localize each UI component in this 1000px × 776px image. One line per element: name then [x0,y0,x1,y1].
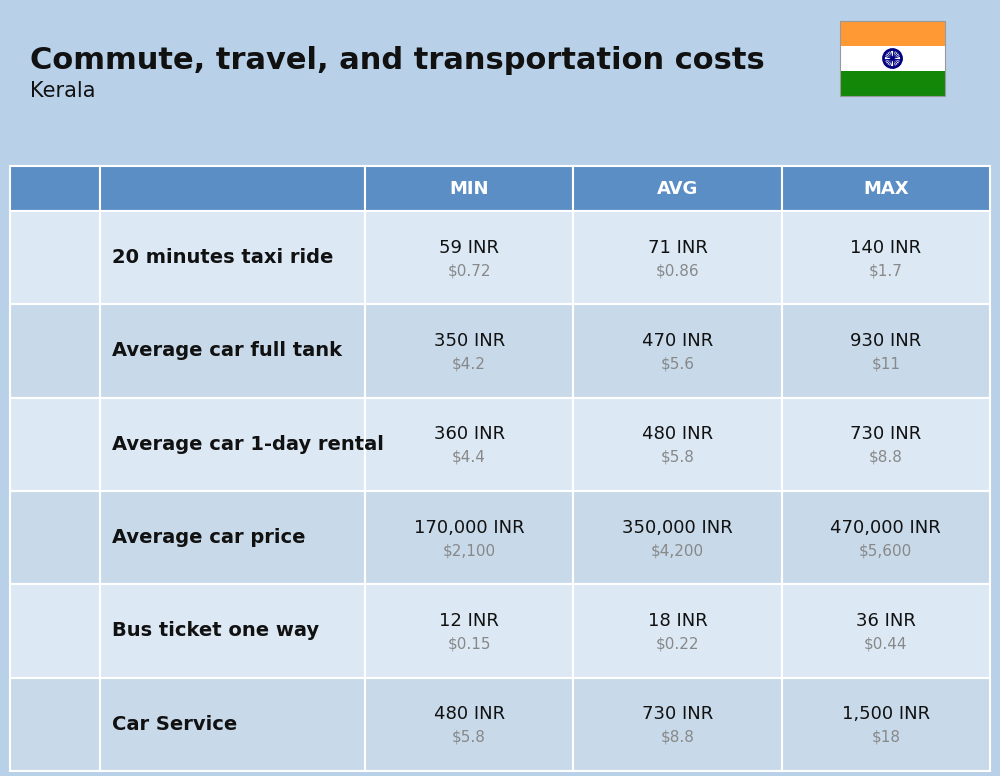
Circle shape [891,57,894,60]
Bar [782,166,990,211]
Bar [10,491,100,584]
Text: $0.86: $0.86 [656,263,699,278]
Bar [10,397,100,491]
Bar [573,304,782,397]
Bar [782,211,990,304]
Text: Commute, travel, and transportation costs: Commute, travel, and transportation cost… [30,46,765,75]
Text: $8.8: $8.8 [661,730,694,745]
Text: $5.6: $5.6 [660,356,694,372]
Text: 470 INR: 470 INR [642,332,713,350]
Bar [100,166,365,211]
Text: 360 INR: 360 INR [434,425,505,443]
Text: Average car full tank: Average car full tank [112,341,342,361]
Text: 18 INR: 18 INR [648,612,707,630]
Bar [10,677,100,771]
Text: 470,000 INR: 470,000 INR [830,518,941,537]
Bar [840,71,945,96]
Bar [100,491,365,584]
Bar [840,46,945,71]
Text: $0.22: $0.22 [656,636,699,652]
Bar [782,304,990,397]
Bar [100,211,365,304]
Text: MAX: MAX [863,179,909,198]
Text: MIN: MIN [449,179,489,198]
Text: Car Service: Car Service [112,715,237,734]
Bar [573,491,782,584]
Bar [782,677,990,771]
Text: 930 INR: 930 INR [850,332,921,350]
Text: 350,000 INR: 350,000 INR [622,518,733,537]
Bar [100,397,365,491]
Bar [573,211,782,304]
Text: $0.72: $0.72 [447,263,491,278]
Bar [573,397,782,491]
Bar [573,166,782,211]
Bar [365,397,573,491]
Bar [365,584,573,677]
Text: $4,200: $4,200 [651,543,704,558]
Bar [365,166,573,211]
Bar [10,211,100,304]
Bar [100,304,365,397]
Text: $4.2: $4.2 [452,356,486,372]
Text: 36 INR: 36 INR [856,612,916,630]
Text: 170,000 INR: 170,000 INR [414,518,524,537]
Text: Average car price: Average car price [112,528,306,547]
Bar [782,397,990,491]
Bar [365,491,573,584]
Text: 480 INR: 480 INR [434,705,505,723]
Text: 480 INR: 480 INR [642,425,713,443]
Bar [573,584,782,677]
Bar [365,304,573,397]
Text: 71 INR: 71 INR [648,239,707,257]
Text: $18: $18 [871,730,900,745]
Text: 20 minutes taxi ride: 20 minutes taxi ride [112,248,333,267]
Text: Kerala: Kerala [30,81,96,101]
Bar [573,677,782,771]
Text: $2,100: $2,100 [443,543,496,558]
Text: Bus ticket one way: Bus ticket one way [112,622,319,640]
Text: $4.4: $4.4 [452,450,486,465]
Bar [365,677,573,771]
Text: $0.44: $0.44 [864,636,908,652]
Text: $5,600: $5,600 [859,543,912,558]
Bar [10,166,100,211]
Bar [782,491,990,584]
Text: Average car 1-day rental: Average car 1-day rental [112,435,384,454]
Bar [10,304,100,397]
Text: 350 INR: 350 INR [434,332,505,350]
Bar [10,584,100,677]
Bar [782,584,990,677]
Text: 59 INR: 59 INR [439,239,499,257]
Text: $1.7: $1.7 [869,263,903,278]
Text: AVG: AVG [657,179,698,198]
Bar [365,211,573,304]
Text: $5.8: $5.8 [661,450,694,465]
Bar [840,21,945,96]
Bar [100,584,365,677]
Bar [840,21,945,46]
Text: $8.8: $8.8 [869,450,903,465]
Text: 730 INR: 730 INR [642,705,713,723]
Text: $0.15: $0.15 [447,636,491,652]
Text: $5.8: $5.8 [452,730,486,745]
Text: 140 INR: 140 INR [850,239,921,257]
Text: 730 INR: 730 INR [850,425,921,443]
Text: 12 INR: 12 INR [439,612,499,630]
Text: $11: $11 [871,356,900,372]
Text: 1,500 INR: 1,500 INR [842,705,930,723]
Bar [100,677,365,771]
